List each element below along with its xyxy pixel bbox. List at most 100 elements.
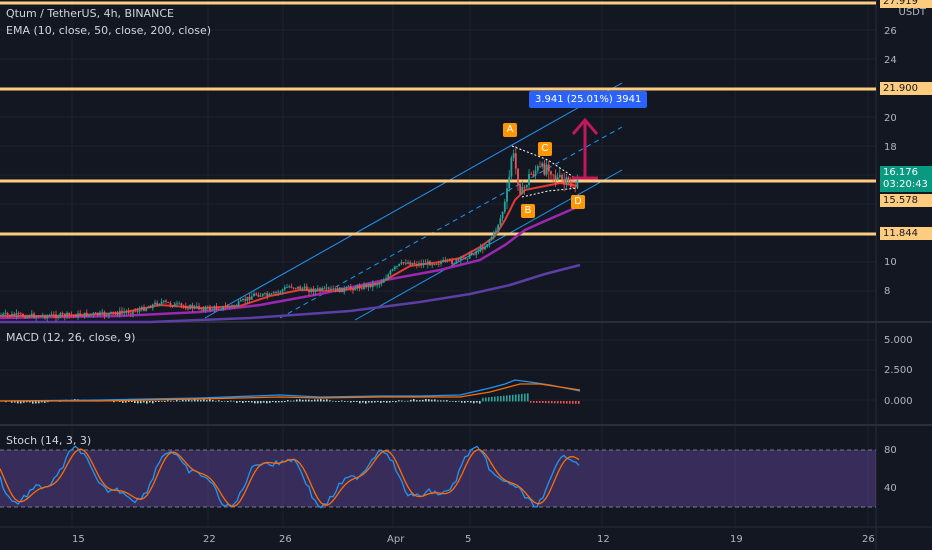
macd-legend[interactable]: MACD (12, 26, close, 9): [6, 331, 136, 344]
candle-body: [484, 246, 486, 250]
pattern-label-b[interactable]: B: [521, 204, 535, 218]
candle-body: [565, 177, 568, 184]
macd-bar: [440, 400, 442, 402]
macd-bar: [350, 401, 352, 403]
price-tick: 26: [884, 26, 897, 37]
symbol-legend[interactable]: Qtum / TetherUS, 4h, BINANCE: [6, 7, 174, 20]
macd-bar: [143, 401, 145, 403]
candle-body: [253, 293, 255, 297]
candle-body: [6, 313, 9, 315]
ema-50-line: [0, 206, 576, 320]
candle-body: [297, 286, 299, 289]
macd-bar: [572, 401, 574, 404]
pattern-label-a[interactable]: A: [503, 123, 517, 137]
macd-bar: [404, 400, 406, 402]
candle-body: [510, 157, 513, 177]
candle-body: [506, 188, 508, 202]
candle-body: [257, 294, 260, 297]
macd-bar: [332, 400, 334, 402]
time-tick: 26: [862, 534, 875, 545]
candle-body: [191, 304, 194, 309]
stoch-legend[interactable]: Stoch (14, 3, 3): [6, 434, 92, 447]
candle-body: [457, 259, 460, 261]
candle-body: [316, 288, 319, 290]
candle-body: [396, 265, 398, 267]
currency-label[interactable]: USDT: [898, 7, 926, 18]
candle-body: [358, 285, 361, 289]
macd-bar: [278, 401, 280, 403]
candle-body: [259, 295, 262, 297]
macd-bar: [455, 401, 457, 403]
macd-bar: [392, 401, 394, 402]
macd-bar: [539, 401, 541, 403]
macd-bar: [353, 401, 355, 402]
pattern-label-d[interactable]: D: [571, 195, 585, 209]
candle-body: [422, 263, 425, 266]
candle-body: [367, 284, 370, 288]
macd-bar: [206, 400, 208, 402]
candle-body: [431, 264, 434, 266]
macd-bar: [44, 401, 46, 403]
macd-bar: [257, 401, 259, 404]
candle-body: [94, 312, 97, 314]
candle-body: [107, 313, 110, 316]
candle-body: [72, 314, 75, 316]
candle-body: [136, 310, 139, 312]
candle-body: [558, 174, 561, 177]
candle-body: [330, 288, 332, 290]
macd-bar: [269, 401, 271, 403]
candle-body: [455, 259, 458, 264]
candle-body: [464, 257, 467, 260]
macd-bar: [275, 401, 277, 403]
candle-body: [15, 313, 18, 316]
macd-bar: [290, 400, 292, 402]
candle-body: [415, 263, 418, 266]
candle-body: [61, 313, 64, 315]
candle-body: [30, 313, 33, 318]
candle-body: [352, 288, 354, 291]
macd-bar: [515, 394, 517, 402]
candle-body: [334, 288, 337, 290]
macd-bar: [401, 400, 403, 402]
time-tick: 19: [730, 534, 743, 545]
candle-body: [160, 301, 163, 304]
candle-body: [55, 314, 57, 318]
candle-body: [525, 184, 528, 188]
macd-bar: [509, 395, 511, 402]
candle-body: [514, 153, 517, 169]
candle-body: [200, 308, 203, 310]
ema-legend[interactable]: EMA (10, close, 50, close, 200, close): [6, 24, 211, 37]
candle-body: [418, 263, 420, 266]
candle-body: [193, 306, 196, 309]
macd-bar: [446, 400, 448, 402]
candle-body: [52, 314, 55, 316]
candle-body: [275, 292, 277, 293]
price-tick: 10: [884, 257, 897, 268]
candle-body: [319, 288, 321, 291]
macd-bar: [479, 401, 481, 404]
pattern-lower-edge: [521, 187, 579, 198]
candle-body: [101, 311, 104, 313]
candle-body: [248, 296, 251, 300]
macd-bar: [218, 400, 220, 402]
macd-bar: [203, 399, 205, 402]
candle-body: [140, 307, 143, 310]
macd-bar: [476, 401, 478, 403]
macd-line: [0, 379, 581, 402]
time-tick: 12: [597, 534, 610, 545]
macd-bar: [179, 400, 181, 402]
pattern-label-c[interactable]: C: [538, 142, 552, 156]
candle-body: [543, 163, 546, 175]
candle-body: [446, 259, 449, 261]
candle-body: [77, 313, 79, 318]
candle-body: [468, 253, 471, 259]
candle-body: [389, 270, 392, 275]
macd-bar: [389, 401, 391, 403]
macd-bar: [347, 401, 349, 402]
macd-bar: [443, 400, 445, 402]
candle-body: [171, 305, 174, 307]
candle-body: [35, 316, 38, 318]
macd-bar: [497, 396, 499, 402]
macd-bar: [113, 401, 115, 403]
measure-label[interactable]: 3.941 (25.01%) 3941: [529, 91, 648, 108]
